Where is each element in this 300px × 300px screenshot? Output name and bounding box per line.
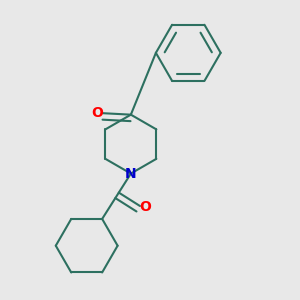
- Text: O: O: [139, 200, 151, 214]
- Text: N: N: [125, 167, 137, 181]
- Text: O: O: [92, 106, 103, 120]
